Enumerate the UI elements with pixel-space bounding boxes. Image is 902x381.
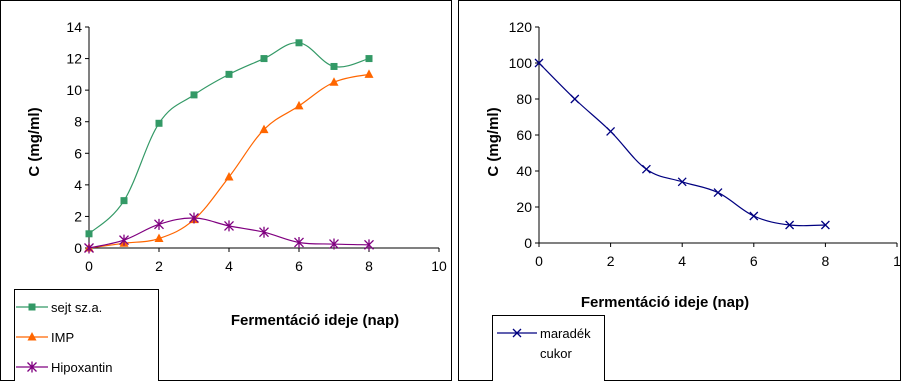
x-tick-label: 6 xyxy=(295,258,303,274)
data-point xyxy=(120,197,128,205)
y-tick-label: 10 xyxy=(66,82,82,98)
x-tick-label: 8 xyxy=(365,258,373,274)
data-point xyxy=(820,220,830,230)
data-point xyxy=(294,236,304,248)
y-tick-label: 60 xyxy=(516,127,532,143)
x-tick-label: 10 xyxy=(431,258,447,274)
y-tick-label: 40 xyxy=(516,163,532,179)
y-tick-label: 20 xyxy=(516,199,532,215)
legend: sejt sz.a. IMP Hipoxantin xyxy=(14,289,159,381)
legend-label: maradék xyxy=(540,326,591,341)
y-axis-title: C (mg/ml) xyxy=(485,107,502,176)
data-point xyxy=(785,220,795,230)
data-point xyxy=(534,58,544,68)
data-point xyxy=(224,171,234,181)
y-tick-label: 0 xyxy=(74,240,82,256)
data-point xyxy=(606,126,616,136)
data-point xyxy=(260,55,268,63)
data-point xyxy=(119,234,129,246)
legend-entry: sejt sz.a. xyxy=(16,300,102,315)
data-point xyxy=(365,55,373,63)
x-tick-label: 8 xyxy=(822,253,830,269)
y-tick-label: 80 xyxy=(516,91,532,107)
legend-label: sejt sz.a. xyxy=(51,300,102,315)
data-point xyxy=(749,211,759,221)
legend-label: IMP xyxy=(51,330,74,345)
data-point xyxy=(330,62,338,70)
data-point xyxy=(85,230,93,238)
data-point xyxy=(154,218,164,230)
data-point xyxy=(225,70,233,78)
data-point xyxy=(28,303,36,311)
y-tick-label: 14 xyxy=(66,19,82,35)
chart-panel-2: 0 20 40 60 80 100 120 0 2 4 6 8 1 Fermentáció ideje … xyxy=(458,0,901,381)
y-tick-label: 0 xyxy=(524,235,532,251)
x-tick-label: 6 xyxy=(750,253,758,269)
x-tick-label: 0 xyxy=(85,258,93,274)
y-tick-label: 4 xyxy=(74,177,82,193)
y-tick-label: 2 xyxy=(74,208,82,224)
x-tick-label: 2 xyxy=(607,253,615,269)
data-point xyxy=(27,361,37,373)
data-point xyxy=(641,164,651,174)
x-tick-label: 0 xyxy=(535,253,543,269)
legend-label: cukor xyxy=(540,346,572,361)
data-point xyxy=(364,239,374,251)
data-point xyxy=(364,69,374,78)
x-tick-label: 4 xyxy=(678,253,686,269)
data-point xyxy=(27,332,37,341)
data-point xyxy=(295,39,303,47)
x-tick-label: 1 xyxy=(893,253,901,269)
data-point xyxy=(294,100,304,110)
legend-entry: maradék cukor xyxy=(497,326,591,361)
data-point xyxy=(259,124,269,134)
data-point xyxy=(329,238,339,250)
chart-panel-1: 0 2 4 6 8 10 12 14 0 2 4 6 8 10 Fermentáció ideje (na… xyxy=(0,0,452,381)
y-tick-label: 8 xyxy=(74,114,82,130)
data-point xyxy=(570,94,580,104)
y-tick-label: 120 xyxy=(509,19,533,35)
data-point xyxy=(329,77,339,86)
x-tick-label: 4 xyxy=(225,258,233,274)
y-tick-label: 6 xyxy=(74,145,82,161)
data-point xyxy=(189,212,199,224)
data-point xyxy=(677,177,687,187)
data-point xyxy=(154,233,164,243)
data-point xyxy=(190,91,198,99)
legend: maradék cukor xyxy=(492,315,605,381)
y-tick-label: 100 xyxy=(509,55,533,71)
legend-entry: Hipoxantin xyxy=(16,360,112,375)
data-point xyxy=(224,220,234,232)
y-tick-label: 12 xyxy=(66,51,82,67)
legend-label: Hipoxantin xyxy=(51,360,112,375)
y-axis-title: C (mg/ml) xyxy=(26,107,43,176)
x-axis-title: Fermentáció ideje (nap) xyxy=(231,312,399,329)
data-point xyxy=(84,242,94,254)
x-tick-label: 2 xyxy=(155,258,163,274)
data-point xyxy=(713,188,723,198)
data-point xyxy=(259,226,269,238)
data-point xyxy=(512,328,522,338)
data-point xyxy=(155,119,163,127)
x-axis-title: Fermentáció ideje (nap) xyxy=(581,294,749,311)
legend-entry: IMP xyxy=(16,330,74,345)
